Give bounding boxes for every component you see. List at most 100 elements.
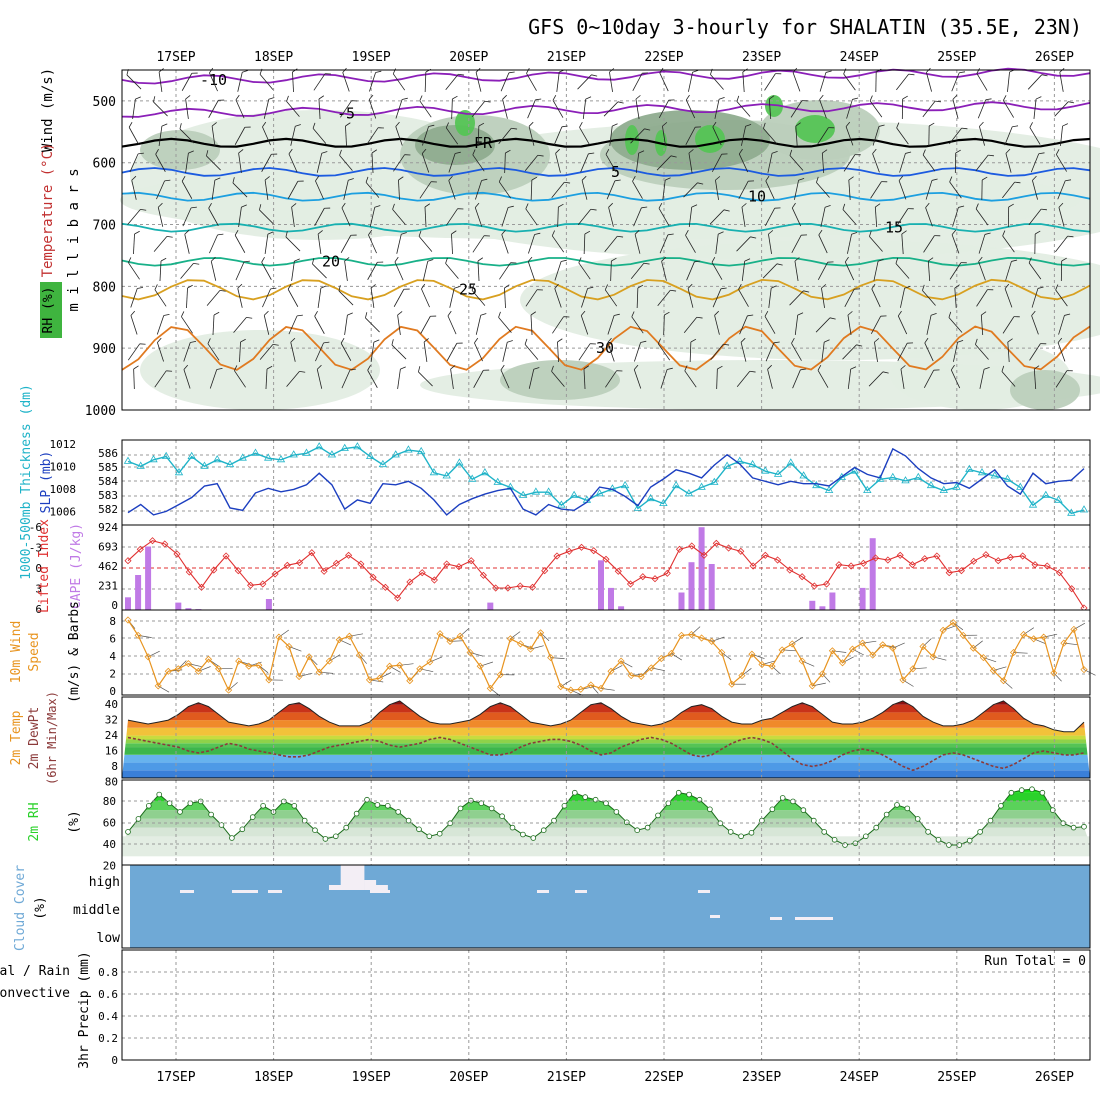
isotherm-30	[121, 325, 1091, 371]
thickness-point-4	[174, 468, 184, 476]
wind-barb-staff	[581, 180, 588, 200]
wind-barb-flag	[801, 100, 808, 102]
wind-barb	[580, 152, 595, 173]
series-thickness	[127, 446, 1085, 515]
series-lifted-index	[127, 540, 1085, 609]
wind-barb	[816, 176, 830, 198]
wind-barb-staff	[422, 126, 429, 146]
cape-tick-231: 231	[98, 580, 118, 593]
wind-barb	[184, 229, 190, 254]
wind-barb	[393, 154, 411, 172]
wind-barb-flag	[242, 70, 248, 73]
wind-barb-staff	[209, 72, 218, 92]
thickness-point-32	[531, 487, 541, 495]
rh-point-27	[405, 817, 412, 824]
li-point-29	[479, 571, 487, 579]
wind-barb-flag	[183, 364, 189, 370]
wind-barb-staff	[475, 72, 482, 92]
rh-point-19	[322, 836, 329, 842]
wind-barb-staff	[524, 344, 539, 360]
temp-tick-24-2: 24	[105, 729, 119, 742]
li-point-52	[761, 551, 769, 559]
wind-barb-staff	[370, 288, 375, 308]
wind-barb-staff	[370, 342, 375, 362]
li-point-56	[810, 582, 818, 590]
wind-barb-staff	[794, 180, 799, 200]
panel8-frame	[121, 949, 1091, 1061]
wind-barb-flag	[285, 231, 288, 238]
wind-barb-flag	[908, 73, 915, 76]
wind-barb	[842, 344, 863, 360]
wind-barb-staff	[396, 234, 402, 254]
li-point-18	[345, 551, 353, 559]
li-point-71	[994, 557, 1002, 565]
li-point-12	[271, 570, 279, 578]
wind-barb	[498, 311, 512, 333]
wind-barb-staff	[183, 369, 191, 389]
wind-barb-staff	[896, 208, 909, 226]
wind-barb	[285, 231, 301, 252]
wind-barb-staff	[474, 342, 483, 362]
wind-barb-staff	[580, 315, 589, 335]
wind-barb-flag	[418, 230, 422, 237]
wind-barb-staff	[578, 262, 591, 280]
wind-barb-flag	[975, 203, 979, 210]
wind-barb-flag	[456, 342, 463, 344]
wind-barb	[923, 369, 940, 389]
wind-barb-flag	[400, 366, 406, 370]
wind-barb-staff	[763, 128, 777, 144]
wind-barb-staff	[133, 368, 135, 390]
rh-point-41	[551, 817, 557, 824]
li-point-48	[712, 539, 720, 547]
wind-barb	[345, 122, 351, 147]
li-point-43	[651, 575, 659, 583]
wind-barb-flag	[445, 122, 450, 128]
wind-barb-flag	[952, 94, 958, 100]
wind-barb-staff	[923, 235, 935, 253]
wind-barb-staff	[633, 207, 642, 227]
wind-barb	[741, 203, 747, 227]
wind-barb-flag	[775, 73, 782, 75]
wind-point-53	[657, 654, 665, 663]
temp-band-4	[122, 743, 1090, 748]
li-point-41	[626, 580, 635, 588]
wind-barb-staff	[687, 288, 694, 308]
li-tick--6: -6	[29, 521, 42, 534]
wind-barb	[265, 365, 273, 390]
y-label-cloud-1: Cloud Cover	[13, 865, 28, 951]
wind-barb	[445, 257, 459, 279]
wind-barb-staff	[291, 207, 295, 227]
wind-barb	[498, 176, 512, 199]
wind-barb-flag	[684, 365, 688, 371]
wind-barb-staff	[368, 234, 377, 254]
wind-barb	[183, 364, 191, 389]
wind-point-59	[718, 648, 726, 657]
x-tick-bottom-20sep: 20SEP	[449, 1070, 488, 1085]
wind-barb-flag	[526, 68, 530, 74]
wind-barb	[975, 203, 989, 226]
wind-barb	[291, 258, 300, 281]
wind-barb	[133, 230, 140, 255]
wind-barb	[605, 370, 623, 388]
wind-point-68	[808, 682, 816, 690]
li-point-73	[1019, 552, 1027, 560]
wind-barb-staff	[764, 207, 776, 227]
rh-shade-10	[140, 130, 220, 170]
wind-barb-staff	[577, 74, 592, 90]
wind-barb-flag	[590, 343, 596, 345]
wind-barb	[338, 285, 354, 306]
wind-barb-staff	[209, 234, 218, 254]
wind-barb-flag	[397, 311, 403, 316]
wind-barb-flag	[852, 97, 859, 100]
wind-barb	[843, 154, 861, 172]
thickness-point-70	[1016, 482, 1025, 490]
wind-barb-flag	[558, 203, 564, 208]
wind-barb	[418, 230, 433, 252]
wind-barb-flag	[843, 68, 847, 75]
wind-barb	[927, 257, 934, 282]
thickness-point-16	[327, 450, 337, 458]
wind-barb-flag	[191, 72, 198, 74]
wind-barb	[287, 180, 304, 199]
cape-bar-70	[829, 592, 836, 610]
thickness-point-23	[417, 446, 426, 455]
